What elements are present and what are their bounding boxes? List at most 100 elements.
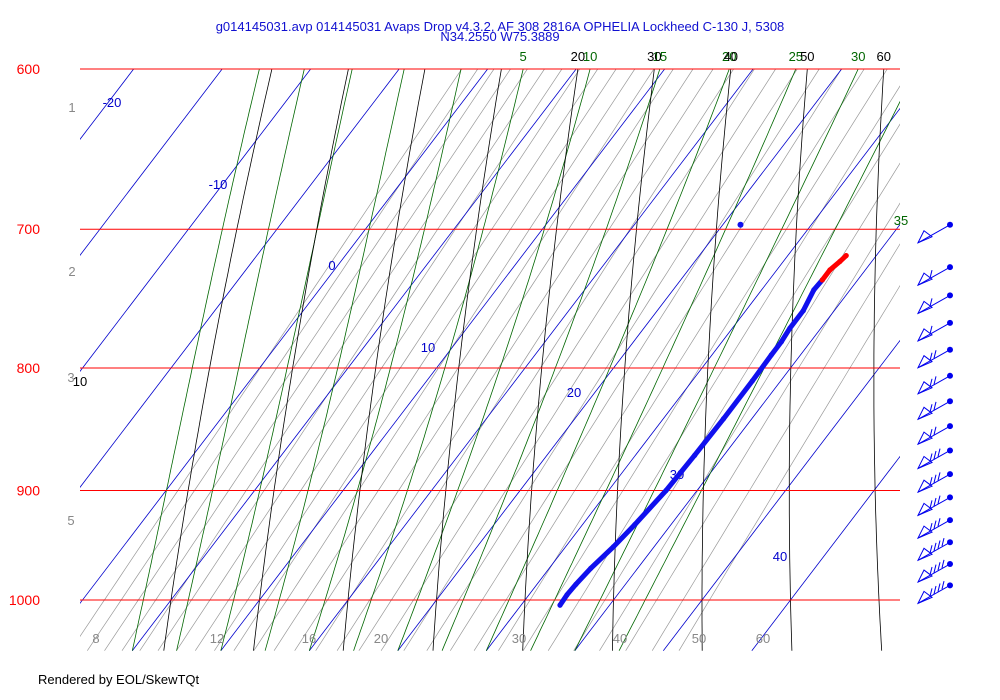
sounding-trace [557,277,825,608]
mixing-ratio-line [294,69,674,651]
isotherm-line [308,69,754,651]
wind-barb-pennant [916,502,933,517]
mixing-ratio-line [678,285,900,651]
wind-barb-flag [933,474,937,483]
moist-adiabat-line [397,69,591,651]
wind-barb-flag [929,404,933,413]
wind-barb-flag [929,352,933,361]
wind-barb-staff [917,322,951,342]
wind-barb-flag [929,453,933,462]
pressure-tick-label: 1000 [9,592,40,608]
mixing-ratio-line [498,69,865,651]
sounding-point [800,308,806,314]
wind-barb-pennant [916,569,933,584]
sounding-point [811,287,817,293]
isotherm-lines [80,69,900,651]
wind-barb-flag [929,378,933,387]
moist-adiabat-line [618,100,900,651]
wind-barb-pennant [916,525,933,540]
sounding-point [663,487,669,494]
chart-subtitle: N34.2550 W75.3889 [440,29,560,44]
isotherm-line [662,339,900,651]
chart-title: g014145031.avp 014145031 Avaps Drop v4.3… [215,19,785,34]
mixing-ratio-line [426,69,798,651]
sounding-point [610,544,617,550]
isotherm-line [485,107,900,651]
moist-adiabat-line [574,69,859,651]
wind-barb-flag [933,350,937,359]
mixing-ratio-line [80,69,463,637]
wind-barb-staff [917,450,951,469]
wind-barb-pennant [916,431,933,446]
wind-barb-pennant [916,455,933,470]
sounding-point [843,253,849,259]
wind-barb-staff [917,349,951,369]
wind-barb-flag [937,562,941,571]
wind-barb-flag [937,472,941,481]
mixing-ratio-line [651,243,900,651]
wind-barb-pennant [916,354,933,369]
dry-adiabat-line [612,69,655,651]
wind-barb-staff [917,541,951,561]
mixing-ratio-line [273,69,655,651]
mixing-ratio-line [522,69,888,651]
wind-barb-flag [937,518,941,527]
pressure-tick-label: 700 [17,221,41,237]
isotherm-line [574,223,900,651]
sounding-point [557,602,563,608]
moist-adiabat-line [176,69,305,651]
mixing-ratio-line [403,69,777,651]
wind-barb-flag [929,545,933,554]
mixing-ratio-label: 1 [68,100,75,115]
sounding-point [692,452,698,458]
moist-adiabat-label: 35 [894,213,908,228]
sounding-point [749,378,755,384]
moist-adiabat-line [530,69,797,651]
wind-barb-flag [929,429,933,438]
mixing-ratio-line [157,69,545,651]
mixing-ratio-line [176,69,563,651]
sounding-point [632,521,638,528]
mixing-ratio-label: 30 [512,631,526,646]
moist-adiabat-line [308,69,462,651]
dry-adiabat-label: 60 [877,49,891,64]
mixing-ratio-line [121,69,511,651]
sounding-point [573,581,579,587]
pressure-tick-label: 900 [17,482,41,498]
moist-adiabat-lines [131,69,900,651]
isotherm-label: -10 [209,177,228,192]
sounding-point [564,592,570,598]
dry-adiabat-label: 30 [647,49,661,64]
wind-barb-pennant [916,406,933,421]
moist-adiabat-label: 10 [583,49,597,64]
mixing-ratio-label: 50 [692,631,706,646]
mixing-ratio-label: 12 [210,631,224,646]
mixing-ratio-line [473,69,842,651]
wind-barbs [916,221,953,605]
sounding-profile [557,221,849,608]
isotherm-line [80,69,489,604]
wind-barb-flag [933,585,937,595]
pressure-tick-label: 800 [17,360,41,376]
isotherm-line [80,69,400,488]
wind-barb-staff [917,496,951,516]
isolated-data-point [737,221,744,228]
moist-adiabat-label: 30 [851,49,865,64]
wind-barb-pennant [916,272,933,287]
sounding-point [837,258,843,265]
wind-barb-flag [933,376,937,385]
moist-adiabat-line [353,69,524,651]
wind-barb-staff [917,294,951,314]
mixing-ratio-line [358,69,735,651]
wind-barb-flag [933,450,937,460]
mixing-ratio-line [625,202,900,651]
wind-barb-pennant [916,479,933,494]
isotherm-line [80,69,312,372]
wind-barb-flag [933,497,937,507]
wind-barb-staff [917,375,951,395]
wind-barb-staff [917,266,951,286]
moist-adiabat-line [441,69,661,651]
wind-barb-flag [933,426,937,435]
